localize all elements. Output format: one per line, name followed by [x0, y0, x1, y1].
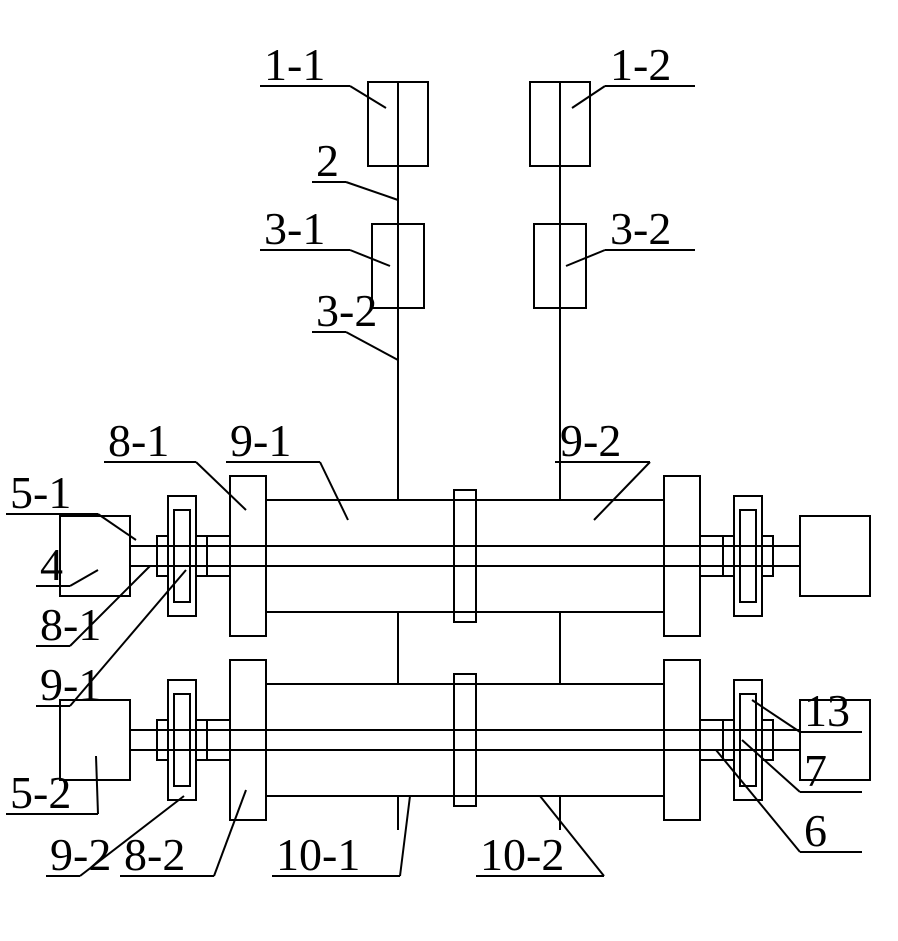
- label-leader: [594, 462, 650, 520]
- label-4: 3-2: [316, 285, 377, 336]
- plate-left-bot: [230, 660, 266, 820]
- label-10-2: 10-2: [480, 829, 564, 880]
- engineering-diagram: 1-11-223-13-23-28-19-19-25-148-19-113765…: [0, 0, 898, 941]
- label-8: 9-2: [50, 829, 111, 880]
- label-2: 2: [316, 135, 339, 186]
- label-1-2: 1-2: [610, 39, 671, 90]
- chain-inner-left-top: [174, 510, 190, 602]
- motor-right-top: [800, 516, 870, 596]
- label-8-1: 8-1: [108, 415, 169, 466]
- label-leader: [400, 796, 410, 876]
- mid-ring-top: [454, 490, 476, 622]
- cap-1-2-right: [560, 82, 590, 166]
- chain-inner-right-top: [740, 510, 756, 602]
- chain-inner-left-bot: [174, 694, 190, 786]
- plate-right-bot: [664, 660, 700, 820]
- label-1-1: 1-1: [264, 39, 325, 90]
- mid-ring-bot: [454, 674, 476, 806]
- label-13: 13: [804, 685, 850, 736]
- label-11: 6: [804, 805, 827, 856]
- label-5-1: 5-1: [10, 467, 71, 518]
- label-3-1: 3-1: [264, 203, 325, 254]
- rect-group: [60, 82, 870, 820]
- label-3-2: 3-2: [610, 203, 671, 254]
- plate-right-top: [664, 476, 700, 636]
- label-leader: [346, 332, 398, 360]
- label-8-2: 8-2: [124, 829, 185, 880]
- label-12: 7: [804, 745, 827, 796]
- cap-1-2-left: [530, 82, 560, 166]
- label-5: 4: [40, 539, 63, 590]
- label-5-2: 5-2: [10, 767, 71, 818]
- label-7: 9-1: [40, 659, 101, 710]
- label-9-1: 9-1: [230, 415, 291, 466]
- label-leader: [346, 182, 398, 200]
- label-9-2: 9-2: [560, 415, 621, 466]
- label-leader: [320, 462, 348, 520]
- cap-1-1-right: [398, 82, 428, 166]
- cap-1-1-left: [368, 82, 398, 166]
- label-10-1: 10-1: [276, 829, 360, 880]
